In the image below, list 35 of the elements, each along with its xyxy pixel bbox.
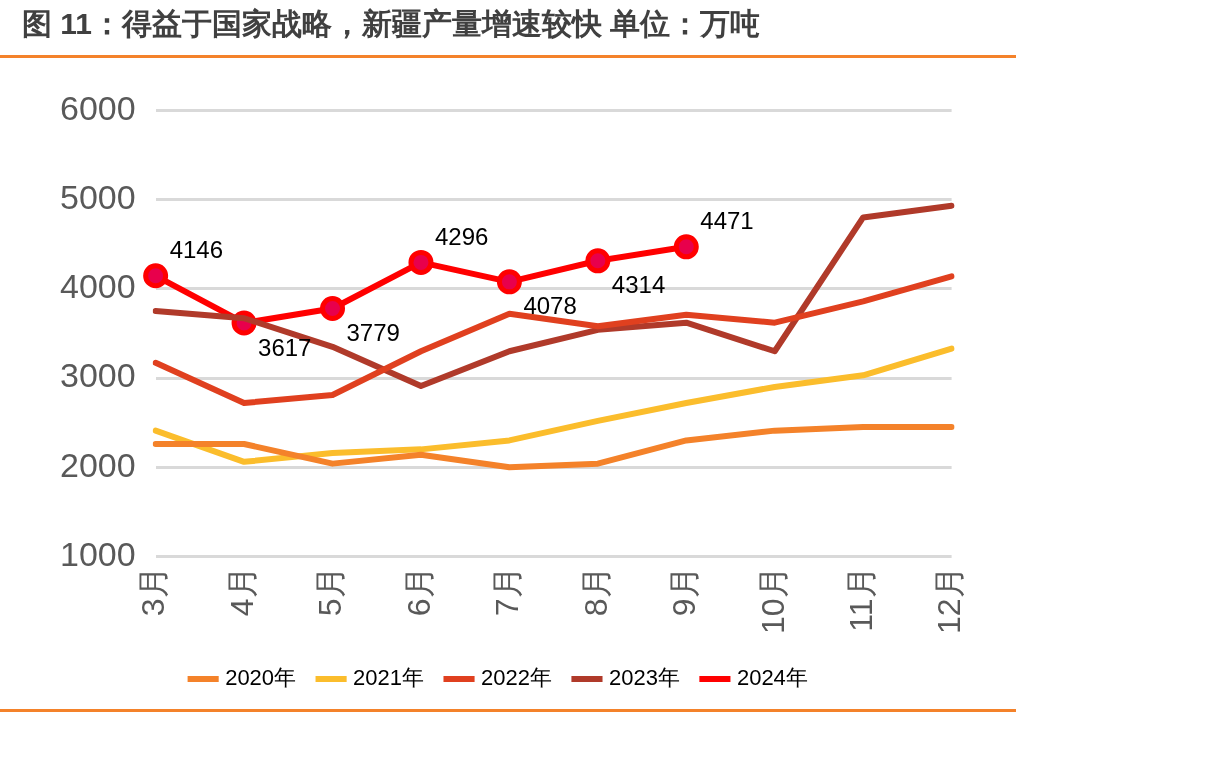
legend-label: 2024年 [736, 665, 808, 691]
data-label: 4314 [611, 271, 666, 299]
data-label: 3617 [258, 333, 312, 361]
point [143, 263, 169, 289]
x-tick-label: 10月 [754, 566, 791, 634]
point [408, 249, 434, 275]
x-tick-label: 6月 [400, 566, 437, 617]
y-tick-label: 2000 [60, 445, 136, 484]
y-tick-label: 4000 [60, 267, 136, 306]
legend-label: 2022年 [481, 665, 552, 691]
x-tick-label: 12月 [931, 566, 968, 634]
y-tick-label: 1000 [60, 534, 136, 573]
point [320, 296, 346, 322]
x-tick-label: 11月 [842, 566, 879, 632]
legend-label: 2023年 [608, 665, 680, 691]
data-label: 4146 [169, 236, 224, 264]
y-tick-label: 3000 [60, 356, 136, 395]
x-tick-label: 5月 [312, 566, 349, 617]
y-tick-label: 5000 [60, 177, 136, 216]
data-label: 4471 [700, 207, 754, 235]
data-label: 4078 [523, 292, 577, 320]
x-tick-label: 8月 [577, 566, 614, 617]
x-tick-label: 3月 [135, 566, 172, 617]
data-label: 4296 [434, 223, 489, 251]
x-tick-label: 7月 [489, 566, 526, 617]
point [585, 248, 611, 274]
y-tick-label: 6000 [60, 88, 136, 127]
chart-title: 图 11：得益于国家战略，新疆产量增速较快 单位：万吨 [22, 6, 761, 42]
data-label: 3779 [346, 319, 400, 347]
point [496, 269, 522, 295]
legend-label: 2020年 [225, 665, 297, 691]
legend-label: 2021年 [353, 665, 425, 691]
x-tick-label: 9月 [666, 566, 703, 617]
x-tick-label: 4月 [223, 566, 260, 617]
point [673, 234, 699, 260]
